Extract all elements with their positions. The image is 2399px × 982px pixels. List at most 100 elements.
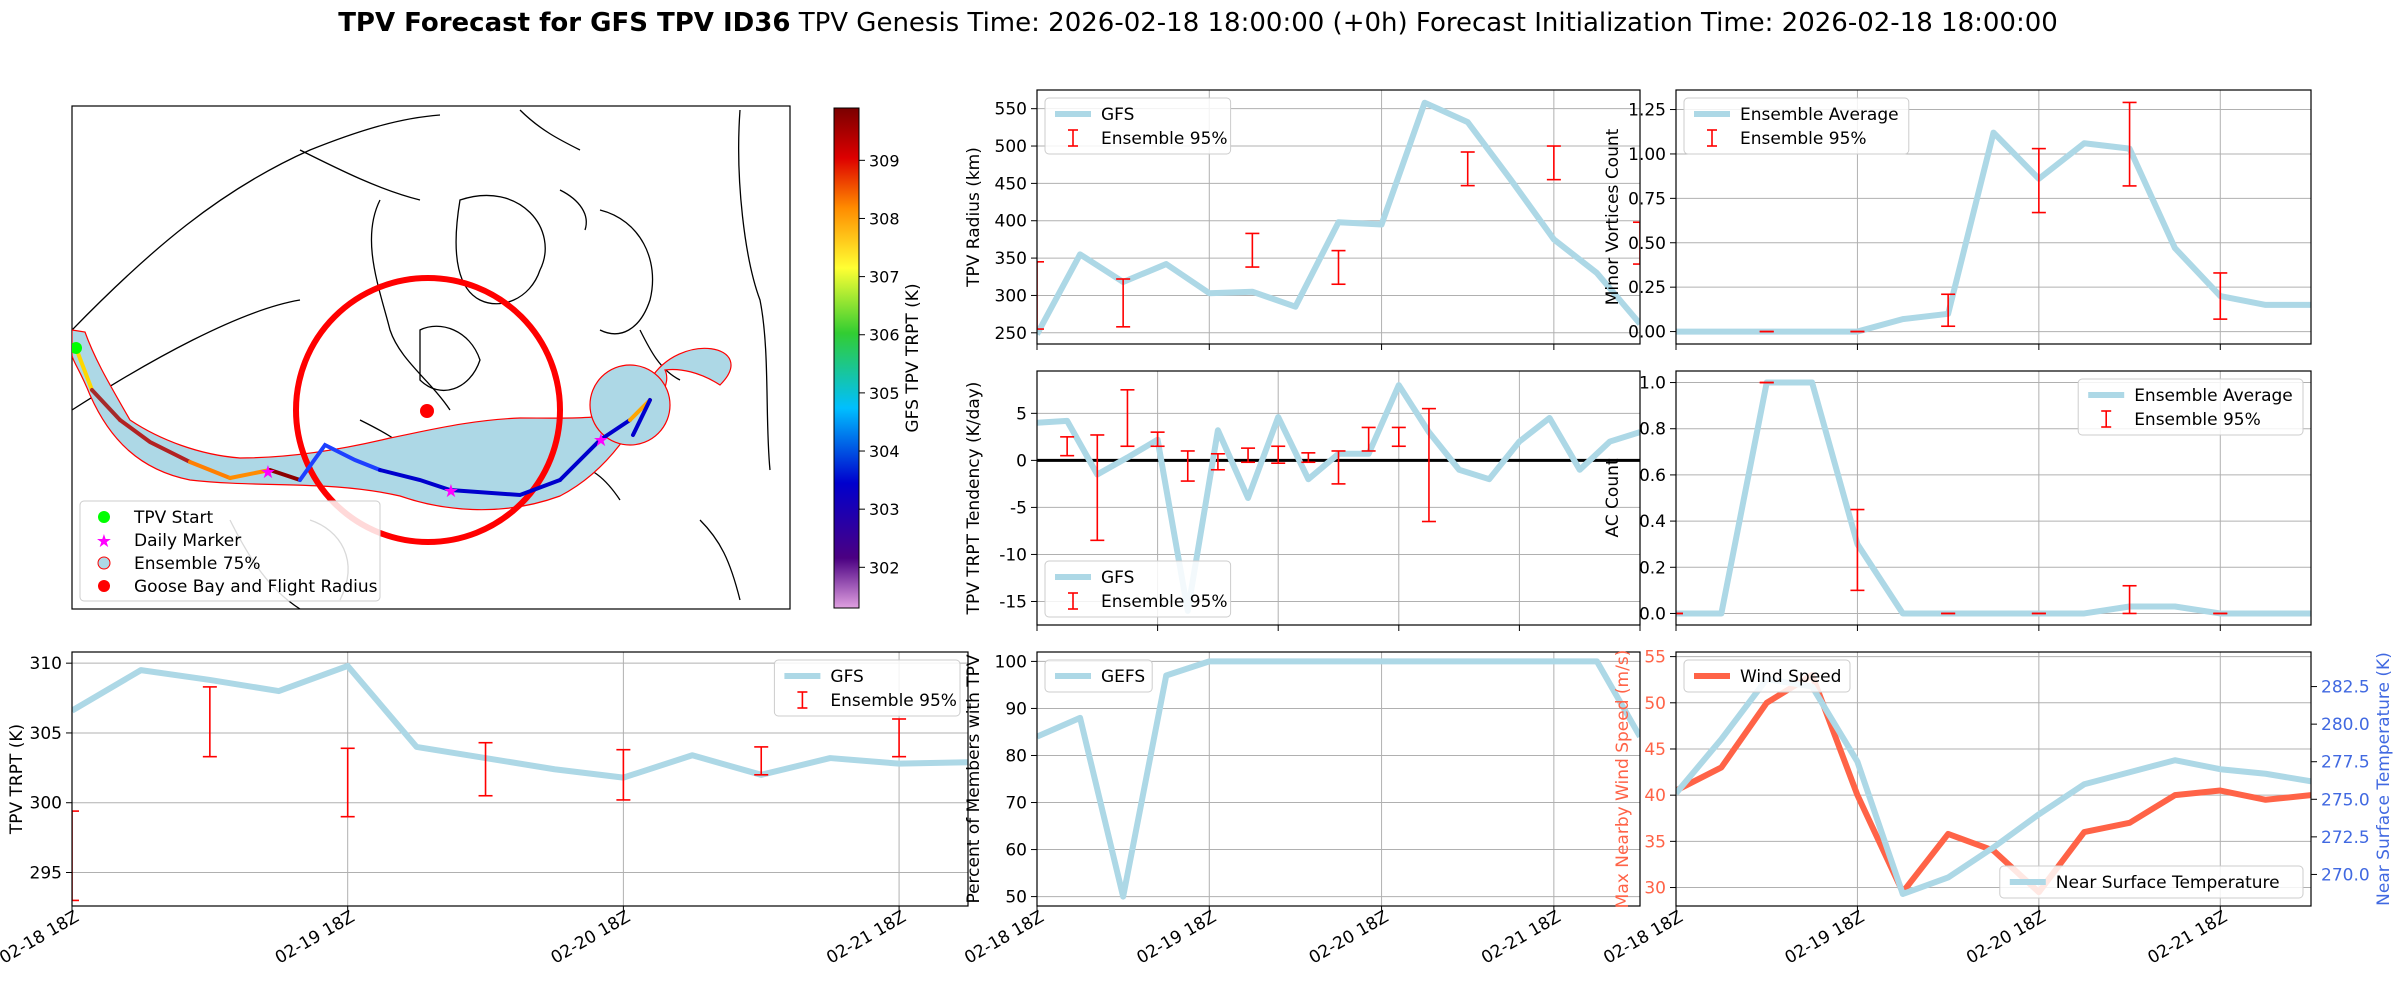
x-tick-label: 02-18 18Z <box>0 907 83 968</box>
x-tick-label: 02-19 18Z <box>272 907 358 968</box>
chart-legend: GFS Ensemble 95% <box>773 659 961 717</box>
colorbar-ticks: 302 303 304 305 306 307 308 309 <box>859 151 900 577</box>
plot-area <box>1037 658 1640 900</box>
y-axis-label: Max Nearby Wind Speed (m/s) <box>1613 650 1633 909</box>
legend-box <box>1999 865 2304 899</box>
goose-bay-marker <box>420 404 434 418</box>
chart-percent_members: 50 60 70 80 90 100 02-18 18Z 02-19 18Z 02-20 18Z… <box>961 651 1641 968</box>
y-tick-label: 70 <box>1005 794 1027 814</box>
daily-marker-1: ★ <box>260 462 276 483</box>
y-tick-label: 1.0 <box>1639 374 1666 394</box>
series-line-ensemble-average <box>1676 379 2311 617</box>
axes-frame <box>1675 370 2312 626</box>
y-right-tick-label: 270.0 <box>2321 865 2370 885</box>
y-tick-label: 350 <box>995 249 1027 269</box>
title-bold: TPV Forecast for GFS TPV ID36 <box>338 8 790 38</box>
y-tick-label: 0.6 <box>1639 466 1666 486</box>
y-tick-label: 450 <box>995 174 1027 194</box>
colorbar-tick-label: 309 <box>869 151 900 170</box>
y-axis-label: AC Count <box>1603 458 1623 537</box>
y-right-axis-label: Near Surface Temperature (K) <box>2374 652 2394 906</box>
legend-goose-icon <box>98 580 110 592</box>
legend-label: TPV Start <box>133 508 214 528</box>
tpv-start-marker <box>72 342 82 354</box>
legend-label: GFS <box>1101 105 1134 125</box>
legend-label: Near Surface Temperature <box>2056 873 2280 893</box>
legend-label: Ensemble 95% <box>1101 592 1228 612</box>
y-tick-label: 250 <box>995 324 1027 344</box>
series-line-ensemble-average <box>1676 129 2311 335</box>
colorbar-tick-label: 303 <box>869 500 900 519</box>
chart-legend: Ensemble Average Ensemble 95% <box>2077 378 2304 436</box>
colorbar: 302 303 304 305 306 307 308 309 GFS TPV TRPT (K… <box>833 107 923 609</box>
flight-radius-circle <box>293 275 563 545</box>
y-tick-label: -5 <box>1010 498 1027 518</box>
ensemble-75-end-blob <box>589 364 671 446</box>
y-tick-label: 55 <box>1644 648 1666 668</box>
y-tick-label: 0.2 <box>1639 558 1666 578</box>
chart-legend: GEFS <box>1044 659 1153 693</box>
y-axis-label: Minor Vortices Count <box>1603 128 1623 305</box>
y-tick-label: 0.8 <box>1639 420 1666 440</box>
axes-frame <box>1036 89 1641 345</box>
legend-box <box>1044 97 1232 155</box>
y-tick-label: 550 <box>995 100 1027 120</box>
colorbar-tick-label: 308 <box>869 209 900 228</box>
chart-tendency: -15 -10 -5 0 5 TPV TRPT Tendency (K/day) GFS En… <box>964 370 1641 631</box>
y-right-tick-label: 272.5 <box>2321 828 2370 848</box>
daily-marker-2: ★ <box>443 481 459 502</box>
legend-star-icon: ★ <box>96 531 112 552</box>
y-tick-label: 0.00 <box>1628 323 1666 343</box>
legend-box <box>1044 659 1153 693</box>
series-line-gfs <box>1037 99 1640 336</box>
y-tick-label: 300 <box>30 794 62 814</box>
y-axis-label: Percent of Members with TPV <box>964 654 984 903</box>
legend-label: Wind Speed <box>1740 667 1841 687</box>
legend-label: Ensemble 95% <box>1101 129 1228 149</box>
legend-label: Goose Bay and Flight Radius <box>134 577 378 597</box>
axes-frame <box>1675 89 2312 345</box>
series-line-near-surface-temperature <box>1676 676 2311 897</box>
axes-frame <box>1036 370 1641 626</box>
plot-area <box>1037 99 1640 336</box>
chart-legend: Near Surface Temperature <box>1999 865 2304 899</box>
legend-swath-icon <box>97 556 111 570</box>
x-tick-label: 02-20 18Z <box>548 907 634 968</box>
x-tick-label: 02-21 18Z <box>823 907 909 968</box>
y-tick-label: 40 <box>1644 786 1666 806</box>
y-tick-label: 0.75 <box>1628 189 1666 209</box>
legend-label: Ensemble 95% <box>2134 410 2261 430</box>
legend-label: Ensemble 95% <box>1740 129 1867 149</box>
legend-box <box>1044 560 1232 618</box>
x-tick-label: 02-19 18Z <box>1133 907 1219 968</box>
plot-area <box>1676 101 2311 335</box>
y-tick-label: 1.25 <box>1628 101 1666 121</box>
legend-start-icon <box>98 511 110 523</box>
colorbar-gradient <box>833 107 860 609</box>
colorbar-tick-label: 302 <box>869 558 900 577</box>
y-tick-label: 0.50 <box>1628 234 1666 254</box>
x-tick-label: 02-20 18Z <box>1306 907 1392 968</box>
y-tick-label: 35 <box>1644 832 1666 852</box>
title-genesis: TPV Genesis Time: 2026-02-18 18:00:00 (+… <box>798 8 1408 38</box>
y-tick-label: 90 <box>1005 699 1027 719</box>
plot-area <box>1676 379 2311 617</box>
daily-marker-3: ★ <box>593 430 609 451</box>
y-right-tick-label: 280.0 <box>2321 715 2370 735</box>
y-tick-label: 305 <box>30 724 62 744</box>
legend-label: GFS <box>830 667 863 687</box>
y-right-tick-label: 275.0 <box>2321 790 2370 810</box>
chart-trpt: 295 300 305 310 02-18 18Z 02-19 18Z 02-20 18Z 0… <box>0 651 969 968</box>
plot-area <box>72 662 968 902</box>
legend-label: Ensemble 75% <box>134 554 261 574</box>
y-tick-label: 400 <box>995 212 1027 232</box>
series-line-gefs <box>1037 658 1640 900</box>
x-tick-label: 02-19 18Z <box>1782 907 1868 968</box>
series-line-gfs <box>72 662 968 781</box>
figure-title: TPV Forecast for GFS TPV ID36 TPV Genesi… <box>338 8 2058 38</box>
series-line-wind-speed <box>1676 672 2311 896</box>
map-legend: TPV Start ★ Daily Marker Ensemble 75% Go… <box>79 500 381 602</box>
chart-legend: GFS Ensemble 95% <box>1044 560 1232 618</box>
